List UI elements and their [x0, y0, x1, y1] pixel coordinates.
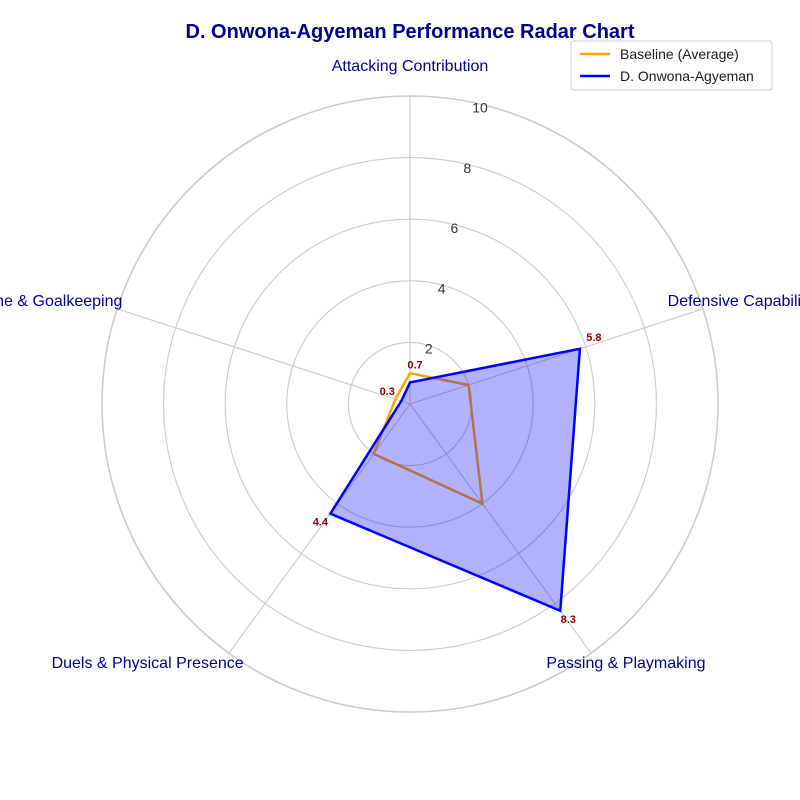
radial-tick-label: 2	[425, 341, 433, 357]
chart-title: D. Onwona-Agyeman Performance Radar Char…	[186, 21, 635, 43]
series-player	[328, 347, 582, 613]
legend-label-baseline: Baseline (Average)	[620, 46, 739, 62]
radial-tick-label: 8	[463, 160, 471, 176]
axis-label: Duels & Physical Presence	[52, 655, 244, 672]
radar-labels: 2 4 6 8 10 Attacking Contribution Defensive Ca…	[0, 58, 800, 672]
data-label: 5.8	[586, 332, 601, 344]
legend-label-player: D. Onwona-Agyeman	[620, 68, 754, 84]
radial-tick-label: 6	[451, 220, 459, 236]
radar-series	[328, 347, 582, 613]
legend-box	[570, 40, 773, 91]
series-baseline	[372, 371, 484, 506]
axis-label: Attacking Contribution	[332, 58, 489, 75]
axis-label: Defensive Capability	[668, 293, 800, 310]
axis-spoke	[409, 308, 704, 405]
data-label: 0.7	[407, 359, 422, 371]
axis-label: Passing & Playmaking	[546, 655, 705, 672]
data-label: 0.3	[380, 386, 395, 398]
data-label: 4.4	[313, 517, 329, 529]
data-label: 8.3	[561, 614, 576, 626]
radial-tick-label: 4	[438, 280, 446, 296]
radial-tick-label: 10	[472, 100, 488, 116]
axis-label: Discipline & Goalkeeping	[0, 293, 122, 310]
axis-spoke	[228, 403, 411, 654]
radar-grid	[101, 95, 719, 713]
legend: Baseline (Average) D. Onwona-Agyeman	[570, 40, 773, 91]
axis-spoke	[116, 308, 411, 405]
